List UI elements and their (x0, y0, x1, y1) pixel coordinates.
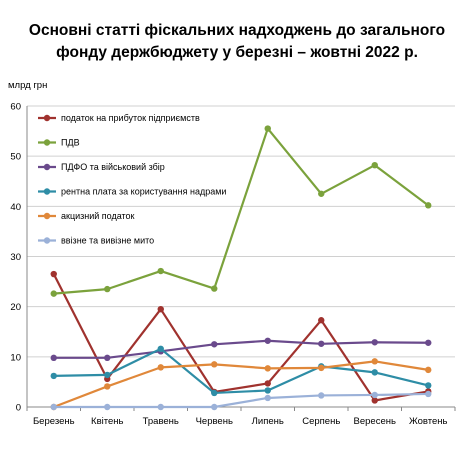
x-tick-label: Вересень (354, 416, 396, 427)
legend-entry: рентна плата за користування надрами (38, 187, 226, 197)
data-point (50, 372, 57, 380)
x-tick-label: Квітень (91, 416, 123, 427)
data-point (211, 341, 218, 348)
data-point (50, 270, 57, 278)
legend-entry: ПДФО та військовий збір (38, 162, 165, 172)
data-point (425, 366, 432, 374)
data-point (264, 365, 271, 372)
data-point (104, 354, 111, 362)
data-point (157, 345, 164, 353)
series-3 (50, 345, 432, 397)
data-point (104, 285, 111, 293)
y-tick-label: 10 (10, 352, 21, 363)
legend-swatch-marker (43, 188, 51, 195)
axes (26, 106, 456, 411)
data-point (318, 364, 325, 372)
legend-swatch-marker (43, 237, 51, 244)
chart-title-line-2: фонду держбюджету у березні – жовтні 202… (56, 44, 418, 61)
data-point (104, 403, 111, 411)
y-axis-label: млрд грн (8, 80, 47, 91)
series-2 (50, 337, 432, 362)
data-point (425, 390, 432, 398)
legend-label: ввізне та вивізне мито (61, 236, 154, 246)
legend-entry: податок на прибуток підприємств (38, 113, 200, 123)
data-point (157, 403, 164, 411)
series-line (53, 339, 429, 359)
data-point (371, 397, 378, 404)
data-point (318, 340, 325, 347)
legend-label: податок на прибуток підприємств (61, 113, 200, 123)
data-point (104, 383, 111, 390)
x-tick-label: Липень (252, 416, 284, 427)
legend-label: ПДФО та військовий збір (61, 162, 165, 172)
series-line (53, 347, 429, 395)
data-point (371, 161, 378, 169)
legend-entry: ввізне та вивізне мито (38, 236, 154, 246)
data-point (50, 354, 57, 362)
y-tick-label: 40 (10, 202, 21, 213)
series-4 (50, 358, 432, 411)
legend-swatch-marker (43, 114, 51, 122)
data-point (211, 285, 218, 292)
y-tick-label: 20 (10, 302, 21, 313)
series-0 (50, 270, 432, 404)
data-point (264, 380, 271, 387)
chart-title: Основні статті фіскальних надходжень до … (0, 20, 474, 64)
legend-label: ПДВ (61, 138, 80, 148)
legend-label: рентна плата за користування надрами (61, 187, 226, 197)
legend-swatch-marker (43, 163, 51, 171)
y-tick-label: 0 (16, 403, 21, 414)
legend-entry: ПДВ (38, 138, 80, 148)
series-line (52, 273, 429, 402)
series-lines (50, 125, 432, 411)
series-1 (50, 125, 432, 297)
chart-title-line-1: Основні статті фіскальних надходжень до … (28, 22, 446, 39)
data-point (157, 267, 164, 275)
data-point (50, 403, 57, 411)
series-line (53, 127, 429, 295)
y-tick-label: 50 (10, 152, 21, 163)
legend-entry: акцизний податок (38, 211, 135, 221)
legend-swatch-marker (43, 139, 51, 146)
x-tick-label: Березень (33, 416, 75, 427)
y-tick-labels: 0 10 20 30 40 50 60 (10, 102, 21, 414)
data-point (371, 391, 378, 399)
data-point (264, 387, 271, 394)
data-point (264, 394, 271, 402)
data-point (50, 290, 57, 297)
legend: податок на прибуток підприємств ПДВ ПДФО т… (38, 113, 226, 246)
data-point (318, 317, 325, 324)
series-line (53, 360, 429, 409)
data-point (318, 190, 325, 197)
data-point (104, 371, 111, 379)
x-tick-label: Червень (196, 416, 233, 427)
x-tick-label: Серпень (302, 416, 340, 427)
data-point (371, 358, 378, 365)
data-point (371, 339, 378, 346)
series-line (53, 392, 429, 409)
x-tick-label: Жовтень (409, 416, 448, 427)
data-point (157, 364, 164, 371)
data-point (425, 202, 432, 209)
y-tick-label: 30 (10, 252, 21, 263)
data-point (264, 337, 271, 344)
data-point (211, 403, 218, 411)
data-point (157, 305, 164, 313)
legend-label: акцизний податок (61, 211, 135, 221)
data-point (211, 361, 218, 368)
data-point (318, 392, 325, 399)
data-point (425, 339, 432, 346)
data-point (371, 369, 378, 376)
data-point (211, 389, 218, 397)
series-5 (50, 390, 432, 411)
data-point (264, 125, 271, 132)
x-tick-label: Травень (143, 416, 179, 427)
data-point (425, 382, 432, 389)
gridlines (27, 105, 455, 358)
y-tick-label: 60 (10, 102, 21, 113)
legend-swatch-marker (43, 212, 51, 220)
x-tick-labels: Березень Квітень Травень Червень Липень Серпе… (33, 416, 448, 427)
